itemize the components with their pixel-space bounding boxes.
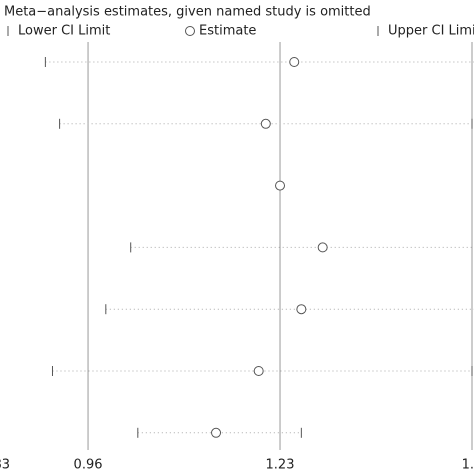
x-tick-label: 1.5: [462, 458, 474, 473]
estimate: [317, 242, 328, 253]
estimate: [275, 180, 286, 191]
estimate: [211, 427, 222, 438]
x-tick-label: 0.83: [0, 458, 10, 473]
estimate: [289, 57, 300, 67]
estimate: [260, 118, 271, 129]
x-tick-label: 1.23: [266, 458, 295, 473]
estimate: [296, 304, 307, 315]
estimate: [253, 366, 264, 376]
chart-title: Meta−analysis estimates, given named stu…: [4, 5, 371, 20]
legend-label: Estimate: [199, 24, 256, 39]
legend-label: Lower CI Limit: [18, 24, 110, 39]
legend-symbol: [185, 26, 195, 36]
legend-label: Upper CI Limit: [388, 24, 474, 39]
x-tick-label: 0.96: [74, 458, 103, 473]
